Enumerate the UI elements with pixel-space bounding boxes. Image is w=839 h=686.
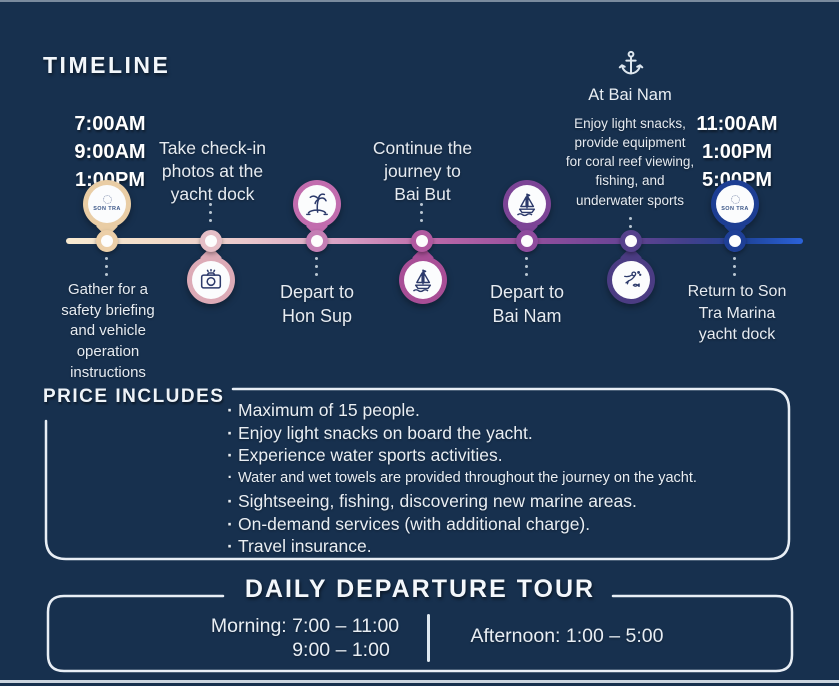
dotted-connector — [525, 249, 528, 281]
list-item-text: On-demand services (with additional char… — [238, 513, 591, 534]
dotted-connector — [105, 249, 108, 281]
logo-rosette-icon — [102, 195, 112, 205]
top-edge-line — [0, 0, 839, 2]
afternoon-schedule: Afternoon: 1:00 – 5:00 — [470, 625, 664, 647]
bullet-dot: · — [227, 400, 233, 420]
step-label-return: Return to Son Tra Marina yacht dock — [687, 283, 787, 344]
timeline-line — [66, 238, 803, 244]
list-item: · Maximum of 15 people. — [222, 399, 807, 422]
step-label-check-in: Take check-in photos at the yacht dock — [159, 138, 266, 205]
timeline-node — [306, 230, 328, 252]
pin-check-in — [187, 256, 235, 304]
diver-icon — [612, 261, 650, 299]
list-item-text: Experience water sports activities. — [238, 445, 503, 466]
dotted-connector — [733, 249, 736, 281]
logo-rosette-icon — [730, 195, 740, 205]
dotted-connector — [315, 249, 318, 281]
daily-departure-title: DAILY DEPARTURE TOUR — [244, 575, 596, 603]
list-item: · On-demand services (with additional cha… — [222, 513, 807, 536]
bottom-edge-line — [0, 680, 839, 683]
bullet-dot: · — [227, 445, 233, 466]
list-item: · Travel insurance. — [222, 535, 807, 558]
time-value: 9:00AM — [74, 141, 146, 163]
step-label-bai-nam: Depart to Bai Nam — [489, 282, 565, 326]
list-item-text: Water and wet towels are provided throug… — [238, 470, 697, 487]
page-title: TIMELINE — [43, 52, 171, 78]
at-bai-nam-title: At Bai Nam — [588, 86, 672, 104]
logo-text: SON TRA — [721, 206, 749, 213]
list-item: · Enjoy light snacks on board the yacht. — [222, 422, 807, 445]
morning-schedule-second: 9:00 – 1:00 — [292, 639, 390, 661]
pin-bai-nam-depart — [503, 180, 551, 228]
price-includes-title: PRICE INCLUDES — [43, 386, 225, 407]
dotted-connector — [420, 203, 423, 227]
logo-text: SON TRA — [93, 206, 121, 213]
price-includes-list: · Maximum of 15 people. · Enjoy light snac… — [222, 399, 807, 558]
pin-at-bai-nam — [607, 256, 655, 304]
time-value: 11:00AM — [696, 113, 778, 135]
sailboat-icon — [508, 185, 546, 223]
timeline-node — [200, 230, 222, 252]
schedule-divider — [427, 614, 430, 662]
pin-bai-but — [399, 256, 447, 304]
timeline-node — [411, 230, 433, 252]
list-item-text: Travel insurance. — [238, 536, 372, 557]
camera-icon — [192, 261, 230, 299]
departure-times: 7:00AM 9:00AM 1:00PM — [60, 110, 160, 194]
pin-hon-sup — [293, 180, 341, 228]
timeline-node — [620, 230, 642, 252]
bullet-dot: · — [227, 490, 233, 511]
list-item-text: Maximum of 15 people. — [238, 400, 420, 420]
list-item-text: Sightseeing, fishing, discovering new ma… — [238, 490, 637, 511]
step-label-hon-sup: Depart to Hon Sup — [279, 282, 355, 326]
dotted-connector — [209, 203, 212, 227]
timeline-node — [724, 230, 746, 252]
bullet-dot: · — [227, 513, 233, 534]
pin-son-tra-return: SON TRA — [711, 180, 759, 228]
palm-island-icon — [298, 185, 336, 223]
morning-schedule: Morning: 7:00 – 11:00 — [210, 615, 400, 637]
timeline-node — [516, 230, 538, 252]
pin-son-tra-start: SON TRA — [83, 180, 131, 228]
bullet-dot: · — [227, 470, 233, 487]
time-value: 1:00PM — [701, 141, 773, 163]
time-value: 7:00AM — [74, 113, 146, 135]
list-item: · Experience water sports activities. — [222, 444, 807, 467]
step-label-bai-but: Continue the journey to Bai But — [372, 138, 473, 205]
son-tra-logo-icon: SON TRA — [716, 185, 754, 223]
timeline-node — [96, 230, 118, 252]
son-tra-logo-icon: SON TRA — [88, 185, 126, 223]
list-item-text: Enjoy light snacks on board the yacht. — [238, 422, 533, 443]
bullet-dot: · — [227, 422, 233, 443]
list-item: · Sightseeing, fishing, discovering new m… — [222, 490, 807, 513]
step-label-gather: Gather for a safety briefing and vehicle… — [61, 281, 155, 381]
bullet-dot: · — [227, 536, 233, 557]
list-item: · Water and wet towels are provided throu… — [222, 467, 807, 490]
at-bai-nam-description: Enjoy light snacks, provide equipment fo… — [565, 116, 695, 208]
anchor-icon — [616, 48, 646, 80]
sailboat-icon — [404, 261, 442, 299]
